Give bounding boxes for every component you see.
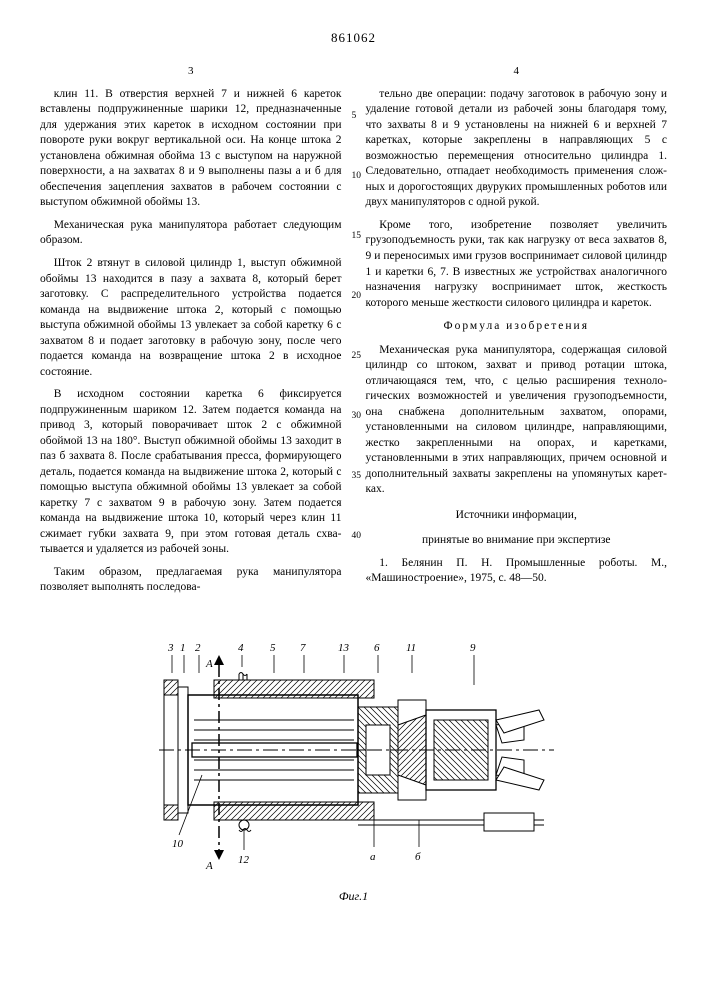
svg-text:1: 1 bbox=[180, 642, 186, 654]
svg-text:3: 3 bbox=[167, 642, 174, 654]
formula-text: Механическая рука манипулятора, содер­жа… bbox=[366, 343, 668, 498]
left-column-number: 3 bbox=[40, 64, 342, 79]
svg-text:2: 2 bbox=[195, 642, 201, 654]
svg-text:А: А bbox=[205, 658, 213, 670]
right-column-number: 4 bbox=[366, 64, 668, 79]
source-item: 1. Белянин П. Н. Промышленные робо­ты. М… bbox=[366, 556, 668, 587]
paragraph: клин 11. В отверстия верхней 7 и нижней … bbox=[40, 87, 342, 211]
line-number: 20 bbox=[352, 292, 362, 302]
paragraph: Шток 2 втянут в силовой цилиндр 1, высту… bbox=[40, 256, 342, 380]
line-number: 30 bbox=[352, 412, 362, 422]
svg-text:13: 13 bbox=[338, 642, 350, 654]
paragraph: Кроме того, изобретение позволяет уве­ли… bbox=[366, 218, 668, 311]
svg-text:10: 10 bbox=[172, 838, 184, 850]
svg-text:5: 5 bbox=[270, 642, 276, 654]
figure-1: 3 1 2 4 5 7 13 6 11 9 10 12 А А а б Фиг.… bbox=[40, 625, 667, 904]
document-number: 861062 bbox=[40, 30, 667, 46]
line-number: 10 bbox=[352, 172, 362, 182]
svg-text:12: 12 bbox=[238, 854, 250, 866]
line-number: 15 bbox=[352, 232, 362, 242]
svg-text:а: а bbox=[370, 851, 376, 863]
paragraph: Таким образом, предлагаемая рука мани­пу… bbox=[40, 565, 342, 596]
mechanical-drawing: 3 1 2 4 5 7 13 6 11 9 10 12 А А а б bbox=[144, 625, 564, 885]
paragraph: В исходном состоянии каретка 6 фикси­руе… bbox=[40, 387, 342, 558]
svg-text:9: 9 bbox=[470, 642, 476, 654]
line-number: 5 bbox=[352, 112, 357, 122]
sources-title-2: принятые во внимание при экспертизе bbox=[366, 533, 668, 549]
line-number: 35 bbox=[352, 472, 362, 482]
left-column: 3 клин 11. В отверстия верхней 7 и нижне… bbox=[40, 64, 342, 603]
right-column: 5 10 15 20 25 30 35 40 4 тельно две опер… bbox=[366, 64, 668, 603]
figure-label: Фиг.1 bbox=[40, 889, 667, 904]
line-number: 40 bbox=[352, 532, 362, 542]
line-number: 25 bbox=[352, 352, 362, 362]
svg-text:б: б bbox=[415, 851, 421, 863]
sources-title-1: Источники информации, bbox=[366, 508, 668, 524]
paragraph: тельно две операции: подачу заготовок в … bbox=[366, 87, 668, 211]
text-columns: 3 клин 11. В отверстия верхней 7 и нижне… bbox=[40, 64, 667, 603]
svg-text:А: А bbox=[205, 860, 213, 872]
svg-text:6: 6 bbox=[374, 642, 380, 654]
svg-text:7: 7 bbox=[300, 642, 306, 654]
svg-text:11: 11 bbox=[406, 642, 416, 654]
formula-title: Формула изобретения bbox=[366, 319, 668, 335]
svg-text:4: 4 bbox=[238, 642, 244, 654]
paragraph: Механическая рука манипулятора рабо­тает… bbox=[40, 218, 342, 249]
